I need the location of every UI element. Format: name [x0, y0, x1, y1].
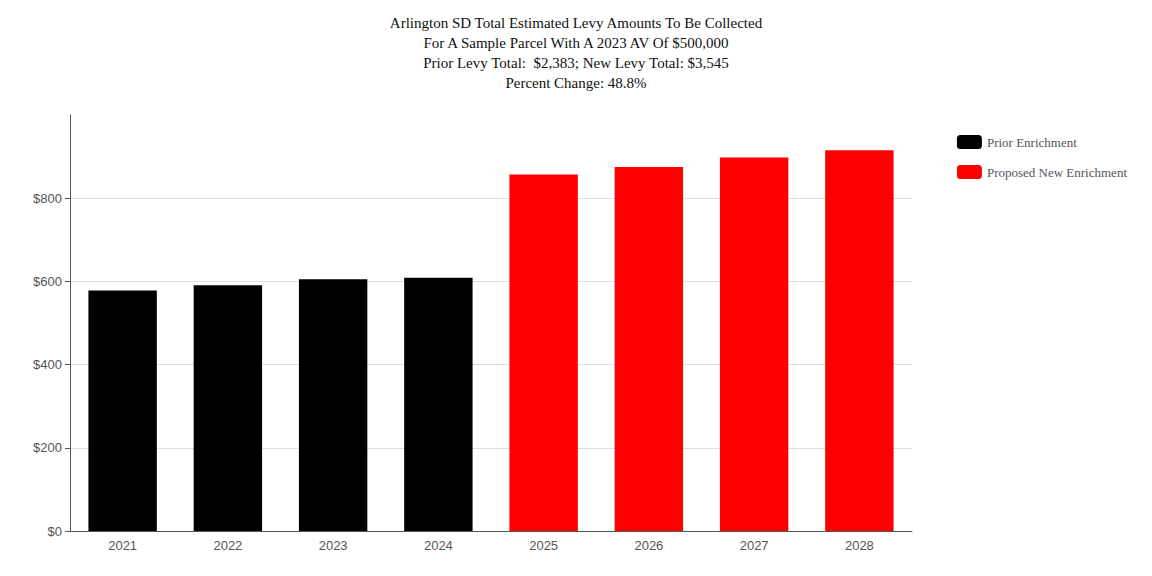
svg-text:Percent Change: 48.8%: Percent Change: 48.8% [505, 75, 646, 91]
svg-text:Proposed New Enrichment: Proposed New Enrichment [987, 165, 1127, 180]
svg-text:2024: 2024 [424, 538, 453, 553]
svg-text:2026: 2026 [634, 538, 663, 553]
svg-text:$400: $400 [33, 357, 62, 372]
svg-text:$200: $200 [33, 440, 62, 455]
svg-text:$800: $800 [33, 191, 62, 206]
svg-text:For A Sample Parcel With A 202: For A Sample Parcel With A 2023 AV Of $5… [423, 35, 728, 51]
svg-text:2027: 2027 [740, 538, 769, 553]
svg-text:2022: 2022 [213, 538, 242, 553]
svg-text:$0: $0 [48, 524, 62, 539]
svg-text:Prior Enrichment: Prior Enrichment [987, 135, 1077, 150]
svg-text:Prior Levy Total: $2,383; New: Prior Levy Total: $2,383; New Levy Total… [423, 55, 729, 71]
svg-text:$600: $600 [33, 274, 62, 289]
svg-text:2021: 2021 [108, 538, 137, 553]
svg-text:2028: 2028 [845, 538, 874, 553]
svg-text:Arlington SD Total Estimated L: Arlington SD Total Estimated Levy Amount… [390, 15, 763, 31]
svg-text:2023: 2023 [319, 538, 348, 553]
svg-text:2025: 2025 [529, 538, 558, 553]
